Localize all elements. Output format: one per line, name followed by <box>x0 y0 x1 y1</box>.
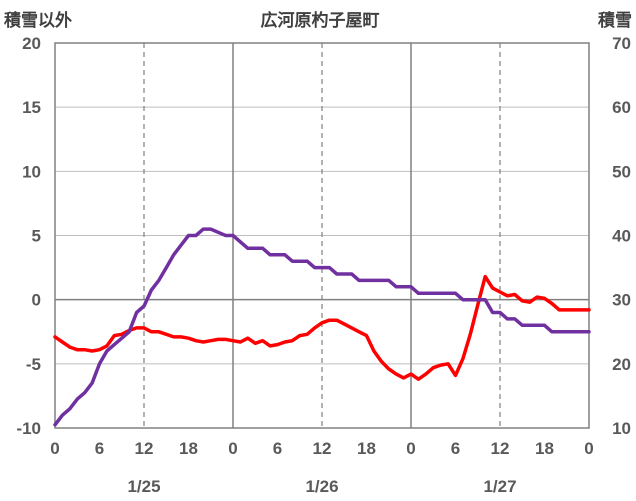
y-ticks-left: 20 15 10 5 0 -5 -10 <box>16 34 41 438</box>
plot-border <box>54 42 590 429</box>
y-tick-label-right: 50 <box>612 162 631 181</box>
chart-title: 広河原杓子屋町 <box>261 10 380 30</box>
y-tick-label-left: 5 <box>32 227 41 246</box>
ylabel-right: 積雪 <box>598 10 632 30</box>
x-tick-label: 18 <box>535 439 554 458</box>
y-tick-label-left: 15 <box>22 98 41 117</box>
y-tick-label-right: 60 <box>612 98 631 117</box>
x-ticks: 0 6 12 18 0 6 12 18 0 6 12 18 0 <box>50 439 593 458</box>
x-tick-label: 12 <box>135 439 154 458</box>
x-tick-label: 6 <box>273 439 282 458</box>
y-tick-label-left: -10 <box>16 419 41 438</box>
y-tick-label-left: 0 <box>32 291 41 310</box>
x-tick-label: 18 <box>179 439 198 458</box>
day-label: 1/26 <box>305 477 338 496</box>
series-line-left-axis <box>53 274 591 381</box>
y-tick-label-right: 30 <box>612 291 631 310</box>
x-tick-label: 0 <box>406 439 415 458</box>
y-tick-label-left: 20 <box>22 34 41 53</box>
series-group <box>53 227 591 427</box>
x-tick-label: 0 <box>228 439 237 458</box>
x-tick-label: 6 <box>451 439 460 458</box>
x-tick-label: 18 <box>357 439 376 458</box>
x-tick-label: 12 <box>313 439 332 458</box>
y-ticks-right: 70 60 50 40 30 20 10 <box>612 34 631 438</box>
day-label: 1/27 <box>483 477 516 496</box>
grid <box>54 42 590 429</box>
x-tick-label: 0 <box>50 439 59 458</box>
day-label: 1/25 <box>127 477 160 496</box>
y-tick-label-right: 20 <box>612 355 631 374</box>
x-tick-label: 6 <box>95 439 104 458</box>
y-tick-label-right: 40 <box>612 227 631 246</box>
x-tick-label: 12 <box>491 439 510 458</box>
series-line-right-axis <box>53 227 591 427</box>
x-tick-label: 0 <box>584 439 593 458</box>
y-tick-label-right: 10 <box>612 419 631 438</box>
day-labels: 1/25 1/26 1/27 <box>127 477 516 496</box>
y-tick-label-right: 70 <box>612 34 631 53</box>
ylabel-left: 積雪以外 <box>4 10 72 30</box>
y-tick-label-left: -5 <box>26 355 41 374</box>
y-tick-label-left: 10 <box>22 162 41 181</box>
